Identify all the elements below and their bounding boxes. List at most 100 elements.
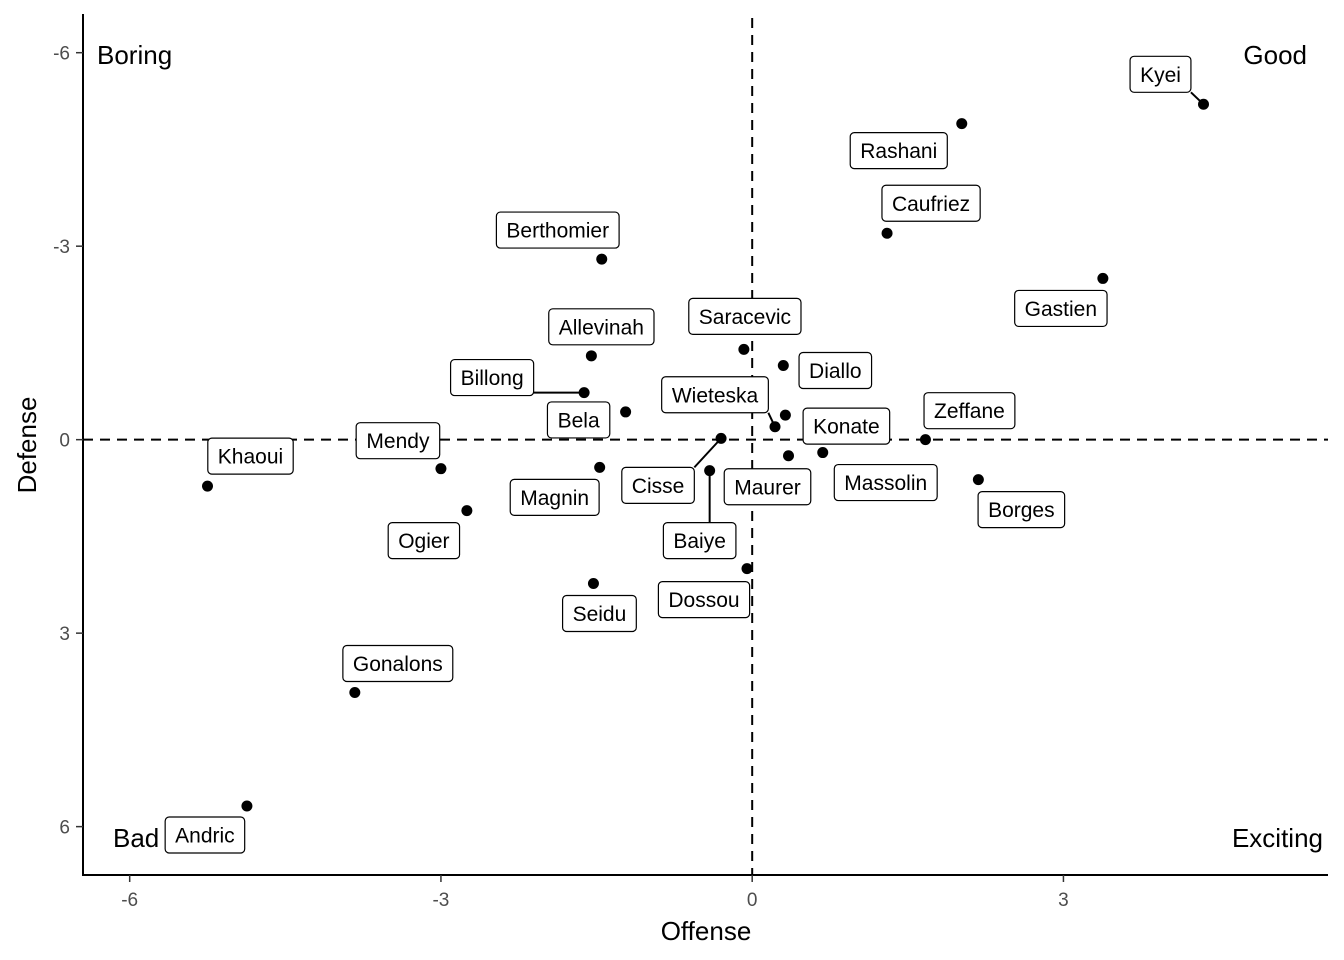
data-point [704,465,716,477]
point-label-text: Zeffane [934,400,1005,423]
point-label: Andric [164,816,246,854]
point-label-text: Diallo [809,360,862,383]
point-label-box [449,358,535,397]
data-point [783,450,794,462]
point-label-text: Magnin [520,487,589,510]
point-label-box [802,407,891,445]
x-tick-label: -6 [121,890,138,911]
data-point [461,505,473,517]
point-label-text: Saracevic [699,306,791,329]
point-label: Diallo [798,351,873,390]
point-label-text: Maurer [734,476,801,499]
point-label: Gonalons [342,644,454,683]
point-label-text: Dossou [668,589,739,612]
point-label-box [164,816,246,854]
data-point [817,447,829,459]
data-point [578,387,590,399]
point-label-text: Seidu [573,603,627,626]
data-point [435,463,447,475]
point-label-box [662,522,737,560]
point-label: Caufriez [881,184,981,222]
quadrant-label-top-left: Boring [97,40,172,70]
data-point [596,253,608,265]
point-label-text: Billong [461,367,524,390]
x-tick-label: 0 [747,890,758,911]
point-label-box [1014,289,1108,328]
point-label: Wieteska [661,376,769,414]
point-labels: Kyei Rashani Caufriez Gastien Berthomier Sara… [164,55,1192,854]
point-label-text: Mendy [366,430,430,453]
point-label-text: Baiye [673,530,726,553]
quadrant-label-bottom-right: Exciting [1232,823,1323,853]
x-tick-label: -3 [432,890,449,911]
point-label: Kyei [1129,55,1192,93]
point-label-box [833,463,938,502]
point-label-text: Allevinah [559,316,644,339]
data-point [738,343,750,355]
point-label: Maurer [723,468,812,506]
data-point [594,461,606,473]
point-label: Cisse [621,466,695,504]
point-label: Berthomier [495,211,620,249]
point-label-box [923,392,1016,430]
point-label-text: Konate [813,416,880,439]
point-label-box [387,522,461,560]
point-label: Dossou [657,581,751,619]
point-label-box [688,297,802,335]
data-point [587,577,599,589]
point-label-box [342,644,454,683]
point-label: Borges [977,491,1066,529]
point-label-text: Ogier [398,530,449,553]
point-label: Zeffane [923,392,1016,430]
point-label: Magnin [509,478,600,516]
point-label: Baiye [662,522,737,560]
point-label: Rashani [849,132,948,170]
point-label: Billong [449,358,535,397]
point-label-box [509,478,600,516]
point-label-text: Rashani [860,140,937,163]
point-label-text: Cisse [632,475,685,498]
data-point [769,421,781,433]
point-label-box [561,594,637,633]
point-label-box [723,468,812,506]
point-label-text: Gonalons [353,653,443,676]
point-label: Allevinah [548,308,655,346]
point-label: Khaoui [207,437,294,475]
point-label-box [977,491,1066,529]
data-point [715,432,727,444]
point-label-box [1129,55,1192,93]
data-point [741,563,753,575]
point-label: Seidu [561,594,637,633]
point-label-text: Borges [988,499,1055,522]
point-label-text: Andric [175,824,235,847]
axes: -6 -3 0 3 -6 -3 0 3 6 [53,14,1328,911]
data-point [349,686,361,698]
y-tick-label: 0 [59,431,70,452]
point-label-text: Bela [558,409,600,432]
y-tick-label: -6 [53,44,70,65]
point-label-text: Kyei [1140,64,1181,87]
point-label-box [546,401,611,439]
x-tick-label: 3 [1058,890,1069,911]
point-label: Ogier [387,522,461,560]
y-axis-title: Defense [12,397,42,494]
data-point [919,434,931,446]
data-point [956,118,968,130]
point-label-text: Wieteska [672,384,759,407]
point-label-text: Massolin [844,472,927,495]
point-label-box [849,132,948,170]
point-label-text: Caufriez [892,193,970,216]
data-point [1097,272,1109,284]
data-point [585,350,597,362]
point-label-box [548,308,655,346]
data-points [202,98,1209,812]
point-label-box [207,437,294,475]
point-label: Saracevic [688,297,802,335]
y-tick-label: -3 [53,237,70,258]
data-point [202,480,213,492]
data-point [620,406,632,418]
point-label: Mendy [355,422,441,460]
point-label-box [881,184,981,222]
quadrant-label-bottom-left: Bad [113,823,159,853]
